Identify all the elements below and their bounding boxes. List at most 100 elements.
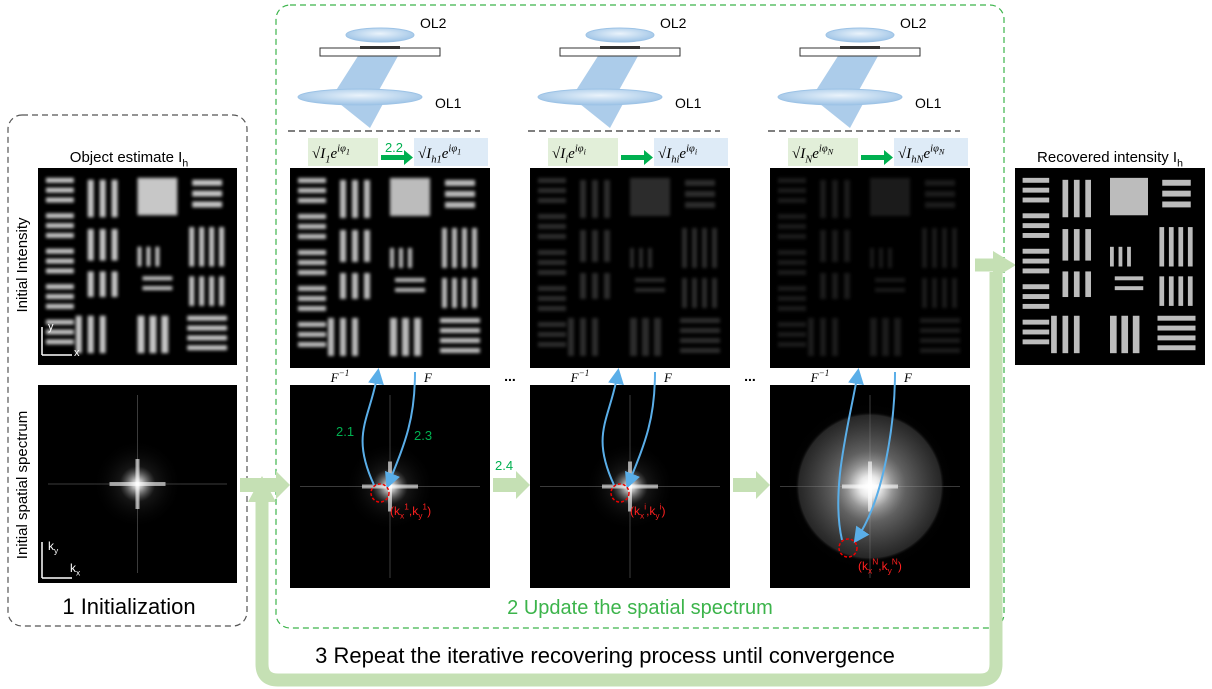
target-bar bbox=[472, 278, 477, 308]
target-bar bbox=[340, 180, 346, 218]
text-part: N bbox=[938, 147, 945, 156]
target-bar bbox=[219, 276, 224, 306]
lens-label: OL1 bbox=[675, 95, 702, 111]
target-bar bbox=[778, 188, 806, 193]
target-bar bbox=[942, 278, 947, 308]
target-bar bbox=[298, 260, 326, 265]
transfer-arrow bbox=[861, 155, 885, 160]
target-bar bbox=[149, 316, 156, 353]
target-bar bbox=[1133, 316, 1140, 353]
target-bar bbox=[538, 198, 566, 203]
target-bar bbox=[88, 229, 94, 261]
target-bar bbox=[138, 178, 178, 215]
target-bar bbox=[1023, 259, 1050, 264]
repeat-caption: 3 Repeat the iterative recovering proces… bbox=[315, 643, 895, 668]
target-bar bbox=[142, 286, 172, 290]
target-bar bbox=[364, 230, 370, 262]
target-bar bbox=[298, 270, 326, 275]
target-bar bbox=[778, 286, 806, 291]
target-bar bbox=[199, 276, 204, 306]
target-bar bbox=[155, 247, 159, 267]
transform-label: F−1 bbox=[570, 368, 590, 385]
target-bar bbox=[440, 328, 480, 333]
transform-label: F bbox=[903, 370, 913, 385]
target-bar bbox=[692, 278, 697, 308]
target-bar bbox=[440, 348, 480, 353]
target-bar bbox=[820, 230, 826, 262]
lens-label: OL2 bbox=[900, 15, 927, 31]
lens-label: OL1 bbox=[435, 95, 462, 111]
target-bar bbox=[682, 228, 687, 268]
target-bar bbox=[187, 326, 227, 331]
target-bar bbox=[952, 228, 957, 268]
page: Object estimate IhInitial IntensityIniti… bbox=[0, 0, 1212, 689]
step-label: 2.2 bbox=[385, 140, 403, 155]
target-bar bbox=[100, 271, 106, 297]
sample bbox=[360, 46, 400, 49]
target-bar bbox=[298, 322, 326, 327]
target-bar bbox=[395, 288, 425, 292]
target-bar bbox=[1162, 191, 1191, 197]
text-part: iφ bbox=[448, 143, 457, 154]
target-bar bbox=[1063, 271, 1069, 297]
target-bar bbox=[592, 230, 598, 262]
ellipsis: ... bbox=[504, 368, 516, 384]
target-bar bbox=[920, 328, 960, 333]
target-bar bbox=[680, 338, 720, 343]
target-bar bbox=[635, 288, 665, 292]
target-bar bbox=[442, 278, 447, 308]
target-bar bbox=[352, 318, 358, 356]
target-bar bbox=[1063, 180, 1069, 217]
object-label: Object estimate Ih bbox=[70, 149, 189, 170]
target-bar bbox=[580, 230, 586, 262]
target-bar bbox=[875, 278, 905, 282]
target-bar bbox=[46, 233, 74, 238]
target-bar bbox=[778, 332, 806, 337]
text-part: 1 bbox=[346, 147, 350, 156]
target-bar bbox=[440, 318, 480, 323]
target-bar bbox=[648, 248, 652, 268]
target-bar bbox=[894, 318, 901, 356]
sample-slide bbox=[800, 48, 920, 56]
target-bar bbox=[408, 248, 412, 268]
target-bar bbox=[462, 278, 467, 308]
target-bar bbox=[209, 276, 214, 306]
target-bar bbox=[778, 178, 806, 183]
target-bar bbox=[298, 342, 326, 347]
target-bar bbox=[844, 180, 850, 218]
text-part: Object estimate I bbox=[70, 149, 183, 166]
target-bar bbox=[538, 224, 566, 229]
target-bar bbox=[390, 248, 394, 268]
target-bar bbox=[702, 278, 707, 308]
target-bar bbox=[604, 273, 610, 299]
target-bar bbox=[298, 332, 326, 337]
target-bar bbox=[189, 276, 194, 306]
target-bar bbox=[1023, 339, 1050, 344]
axis-y: y bbox=[48, 321, 54, 333]
target-bar bbox=[538, 270, 566, 275]
target-bar bbox=[46, 284, 74, 289]
target-bar bbox=[1023, 284, 1050, 289]
target-bar bbox=[538, 188, 566, 193]
target-bar bbox=[832, 230, 838, 262]
target-bar bbox=[832, 180, 838, 218]
target-bar bbox=[538, 178, 566, 183]
target-bar bbox=[1023, 213, 1050, 218]
target-bar bbox=[1115, 286, 1144, 290]
target-bar bbox=[146, 247, 150, 267]
target-bar bbox=[778, 260, 806, 265]
target-bar bbox=[352, 230, 358, 262]
light-beam bbox=[815, 56, 878, 92]
target-bar bbox=[922, 278, 927, 308]
target-bar bbox=[440, 338, 480, 343]
target-bar bbox=[219, 227, 224, 266]
target-bar bbox=[298, 286, 326, 291]
target-bar bbox=[844, 230, 850, 262]
text-part: iφ bbox=[575, 143, 584, 154]
target-bar bbox=[46, 268, 74, 273]
target-bar bbox=[187, 316, 227, 321]
transfer-arrow-head bbox=[404, 150, 413, 165]
target-bar bbox=[1074, 229, 1080, 261]
objective-lens bbox=[778, 89, 902, 105]
target-bar bbox=[778, 296, 806, 301]
